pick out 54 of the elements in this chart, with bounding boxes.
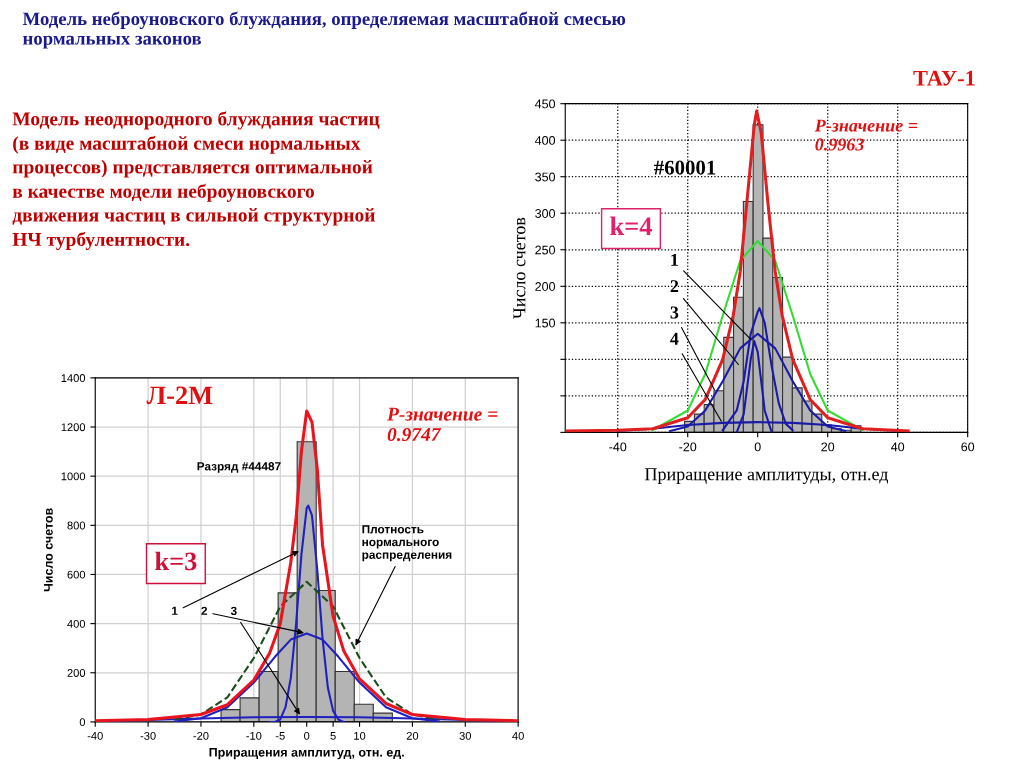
x-tick-label: 40 — [891, 442, 905, 452]
x-tick-label: 20 — [821, 442, 835, 452]
annotation: 1 — [671, 253, 678, 266]
y-tick-label: 0 — [79, 718, 86, 727]
annotation: 3 — [670, 306, 679, 319]
y-axis-title: Число счетов — [513, 217, 526, 319]
x-tick-label: 0 — [754, 442, 761, 452]
x-axis-title: Приращения амплитуд, отн. ед. — [209, 748, 404, 760]
annotation: 4 — [670, 332, 679, 345]
y-tick-label: 300 — [535, 209, 556, 218]
annotation: #60001 — [654, 160, 716, 175]
x-tick-label: 5 — [330, 732, 336, 740]
y-tick-label: 400 — [67, 619, 86, 628]
y-tick-label: 400 — [534, 136, 556, 145]
y-tick-label: 450 — [534, 99, 556, 109]
annotation: Плотность нормального распределения — [362, 525, 452, 562]
y-axis-title: Число счетов — [44, 508, 53, 592]
x-tick-label: -20 — [679, 442, 697, 452]
y-tick-label: 350 — [535, 172, 556, 182]
x-tick-label: 60 — [961, 442, 975, 452]
annotation: P-значение = 0.9963 — [814, 119, 918, 151]
x-tick-label: 40 — [512, 731, 524, 740]
x-tick-label: -5 — [275, 732, 285, 740]
x-tick-label: 10 — [354, 731, 366, 740]
annotation: 2 — [201, 606, 208, 615]
x-tick-label: -30 — [140, 731, 156, 740]
annotation: 2 — [670, 280, 679, 293]
text: Модель неоднородного блуждания частиц (в виде масштабной смеси нормальных процессов) представляется оптимальной в качестве модели неброуновского движения частиц в сильной структурной НЧ турбулентности. — [12, 111, 380, 251]
y-tick-label: 200 — [67, 669, 86, 677]
chart-title: ТАУ-1 — [913, 70, 975, 86]
x-tick-label: -40 — [609, 442, 627, 452]
annotation: k=3 — [155, 551, 197, 571]
x-tick-label: -20 — [193, 731, 209, 740]
x-tick-label: -40 — [87, 731, 103, 740]
x-tick-label: 20 — [406, 731, 419, 740]
y-tick-label: 1200 — [61, 423, 86, 432]
y-tick-label: 800 — [67, 521, 86, 530]
annotation: P-значение = 0.9747 — [387, 407, 498, 442]
chart-title: Л-2М — [146, 386, 213, 405]
y-tick-label: 150 — [535, 318, 556, 328]
y-tick-label: 1000 — [61, 472, 86, 481]
x-tick-label: -10 — [246, 731, 262, 740]
annotation: Разряд #44487 — [197, 462, 281, 473]
y-tick-label: 1400 — [61, 374, 86, 382]
annotation: 3 — [230, 606, 237, 616]
text: Модель неброуновского блуждания, определяемая масштабной смесью нормальных законов — [22, 11, 626, 49]
x-tick-label: 30 — [459, 731, 472, 740]
y-tick-label: 600 — [67, 570, 86, 579]
x-axis-title: Приращение амплитуды, отн.ед — [644, 468, 889, 485]
annotation: 1 — [172, 606, 178, 615]
x-tick-label: 0 — [304, 731, 310, 740]
y-tick-label: 200 — [535, 282, 556, 291]
y-tick-label: 250 — [535, 245, 556, 255]
annotation: k=4 — [610, 216, 652, 235]
